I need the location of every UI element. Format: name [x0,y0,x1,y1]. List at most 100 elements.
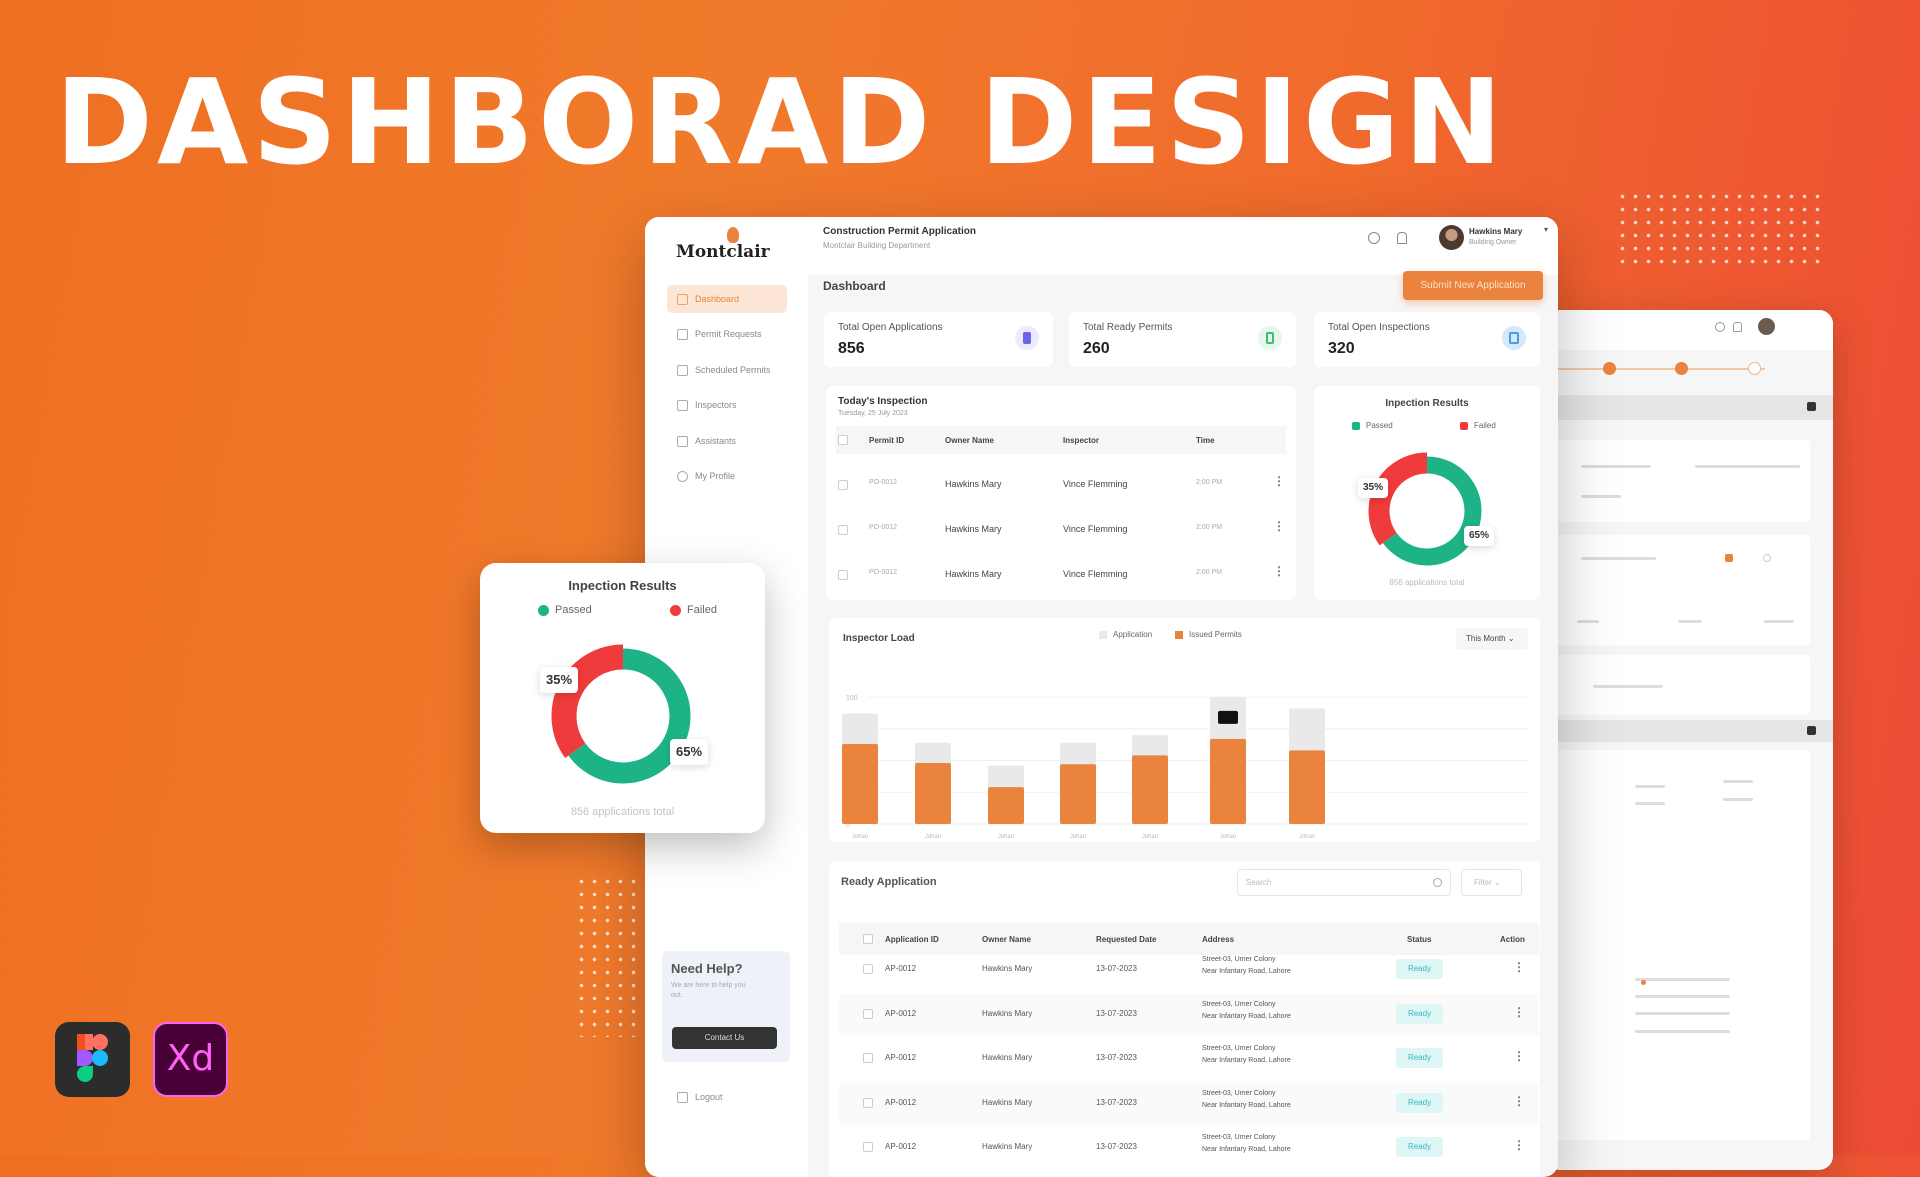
column-header: Address [1202,935,1235,944]
legend-application: Application [1113,630,1153,639]
column-header: Action [1500,935,1525,944]
submit-new-application-button[interactable]: Submit New Application [1403,271,1543,300]
address-line-1: Street-03, Umer Colony [1202,956,1276,963]
search-input[interactable]: Search [1237,869,1451,896]
profile-icon [677,470,688,482]
x-tick-label: Johan [1142,834,1158,840]
x-tick-label: Johan [1299,834,1315,840]
bar-issued-permits[interactable] [915,763,951,824]
row-checkbox[interactable] [863,1008,873,1019]
clipboard-icon [1015,326,1039,350]
chevron-down-icon[interactable]: ▾ [1544,225,1549,234]
sidebar-item-permit-requests[interactable]: Permit Requests [667,320,787,348]
row-checkbox[interactable] [838,570,848,580]
bar-issued-permits[interactable] [1132,755,1168,824]
address-line-1: Street-03, Umer Colony [1202,1045,1276,1052]
permit-id: PO-0012 [869,524,898,531]
row-checkbox[interactable] [863,1142,873,1152]
page-title: Dashboard [823,279,886,293]
inspection-icon [1502,326,1526,350]
row-checkbox[interactable] [863,1097,873,1108]
status-badge: Ready [1396,1137,1443,1157]
dashboard-window: Montclair Dashboard Permit Requests Sche… [645,217,1558,1177]
column-header: Owner Name [945,436,994,445]
radio-selected-icon [1725,554,1733,562]
permit-id: PO-0012 [869,479,898,486]
collapse-icon [1807,402,1816,411]
legend-passed-swatch [538,604,549,616]
logo: Montclair [676,242,770,262]
legend-passed: Passed [555,604,592,616]
address-line-2: Near Infantary Road, Lahore [1202,1057,1291,1064]
row-checkbox[interactable] [838,480,848,490]
logout-button[interactable]: Logout [667,1083,787,1111]
bar-issued-permits[interactable] [1289,750,1325,824]
bar-issued-permits[interactable] [1060,764,1096,824]
bell-icon[interactable] [1397,232,1407,244]
select-all-checkbox[interactable] [863,934,873,944]
search-icon[interactable] [1368,232,1380,244]
user-name[interactable]: Hawkins Mary [1469,227,1523,236]
grid-icon [677,293,688,305]
requested-date: 13-07-2023 [1096,964,1137,973]
failed-percent-label: 35% [540,667,578,693]
stat-label: Total Open Applications [838,322,943,333]
period-select[interactable]: This Month ⌄ [1456,628,1528,650]
permit-id: PO-0012 [869,569,898,576]
requested-date: 13-07-2023 [1096,1008,1137,1018]
more-options-icon[interactable]: ⋮ [1273,564,1285,578]
owner-name: Hawkins Mary [945,524,1002,534]
legend-failed-swatch [1460,421,1468,430]
bar-issued-permits[interactable] [1210,738,1246,824]
sidebar-item-scheduled-permits[interactable]: Scheduled Permits [667,356,787,384]
period-select-value: This Month [1466,634,1506,643]
sidebar-item-my-profile[interactable]: My Profile [667,462,787,490]
search-icon [1433,878,1442,887]
row-checkbox[interactable] [863,964,873,974]
radio-icon [1763,554,1771,562]
background-form-screen [1545,310,1833,1170]
more-options-icon[interactable]: ⋮ [1513,1093,1525,1108]
legend-passed: Passed [1366,421,1393,430]
sidebar-item-dashboard[interactable]: Dashboard [667,285,787,313]
hero-title: DASHBORAD DESIGN [55,53,1507,191]
column-header: Status [1407,935,1432,944]
legend-failed: Failed [687,604,717,616]
avatar [1758,318,1775,335]
legend-issued-permits: Issued Permits [1189,630,1242,639]
select-all-checkbox[interactable] [838,435,848,445]
section-title: Ready Application [841,876,937,888]
sidebar-item-inspectors[interactable]: Inspectors [667,391,787,419]
sidebar-item-assistants[interactable]: Assistants [667,427,787,455]
inspection-date: Tuesday, 25 July 2023 [838,410,908,417]
app-title: Construction Permit Application [823,226,976,237]
row-checkbox[interactable] [863,1053,873,1063]
more-options-icon[interactable]: ⋮ [1513,960,1525,974]
requested-date: 13-07-2023 [1096,1142,1137,1151]
time: 2:00 PM [1196,569,1223,576]
sidebar-item-label: My Profile [695,471,736,481]
legend-issued-swatch [1175,630,1183,639]
avatar[interactable] [1439,225,1464,250]
time: 2:00 PM [1196,479,1223,486]
more-options-icon[interactable]: ⋮ [1273,474,1285,488]
row-checkbox[interactable] [838,525,848,535]
more-options-icon[interactable]: ⋮ [1513,1049,1525,1063]
contact-us-button[interactable]: Contact Us [672,1027,777,1049]
collapse-icon [1807,726,1816,735]
chevron-down-icon: ⌄ [1494,878,1501,887]
calendar-chart-icon [677,364,688,376]
sidebar-item-label: Scheduled Permits [695,365,771,375]
legend-failed-swatch [670,604,681,616]
more-options-icon[interactable]: ⋮ [1513,1138,1525,1152]
inspection-results-floating-card: Inpection Results Passed Failed 35% 65% … [480,563,765,833]
filter-select[interactable]: Filter ⌄ [1461,869,1522,896]
inspector: Vince Flemming [1063,479,1128,489]
owner-name: Hawkins Mary [982,1008,1033,1018]
bar-issued-permits[interactable] [988,787,1024,824]
more-options-icon[interactable]: ⋮ [1513,1004,1525,1019]
y-tick-label: 0 [846,822,850,829]
address-line-2: Near Infantary Road, Lahore [1202,1146,1291,1153]
bar-issued-permits[interactable] [842,743,878,824]
more-options-icon[interactable]: ⋮ [1273,519,1285,533]
